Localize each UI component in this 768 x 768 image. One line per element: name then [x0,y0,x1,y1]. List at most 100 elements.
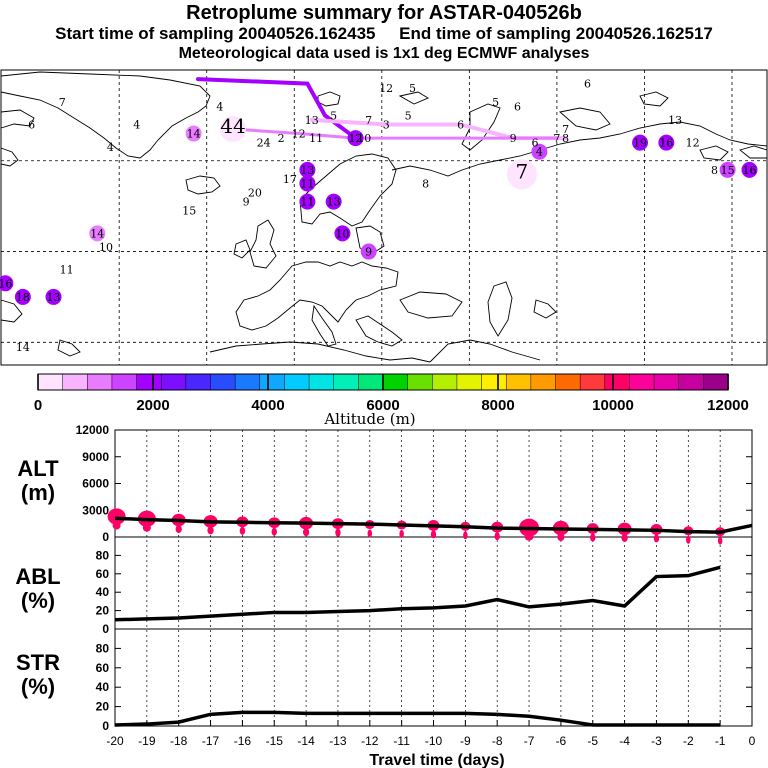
str-ytick-label: 60 [96,661,110,675]
str-ytick-label: 20 [96,700,110,714]
alt-axis-title-line2: (m) [21,480,55,505]
coast-balkans-greece [355,315,403,347]
plume-centroid-marker [531,143,548,160]
start-time-label: Start time of sampling [55,24,234,43]
alt-point-spread [335,528,341,537]
plume-centroid-marker [632,134,649,151]
colorbar-cell [653,373,680,391]
plume-day-label: 7 [516,159,529,183]
str-axis-title-line2: (%) [21,674,55,699]
plume-day-label: 13 [668,114,682,127]
plume-day-label: 11 [300,196,314,209]
colorbar-ticks: 0 2000 4000 6000 8000 10000 12000 [34,374,749,414]
coast-franz-josef [398,91,429,105]
abl-ytick-label: 80 [96,548,110,562]
plume-centroid-marker [360,243,377,260]
end-time-label: End time of sampling [399,24,572,43]
plume-day-label: 9 [243,196,250,209]
plume-day-label: 11 [300,177,314,190]
coast-baffin [0,147,19,167]
plume-day-label: 4 [216,100,223,113]
map-panel: 7644144444242131211512107312556946787566… [0,69,768,366]
x-tick-label: -6 [556,734,567,748]
colorbar-cell [259,373,286,391]
alt-ytick-label: 6000 [82,477,109,491]
colorbar-tick-label: 4000 [251,397,284,414]
colorbar-cell [703,373,729,391]
alt-point-spread [207,526,214,535]
plume-day-label: 11 [309,132,323,145]
str-ytick-label: 80 [96,641,110,655]
alt-mean-line [114,516,753,534]
x-tick-label: -11 [393,734,410,748]
colorbar-cell [481,373,507,391]
x-tick-label: -20 [106,734,124,748]
colorbar-tick-label: 6000 [366,397,399,414]
panels-vertical-gridlines [146,430,721,726]
plume-centroid-marker [219,116,246,142]
plume-day-label: 12 [379,82,393,95]
plume-day-label: 17 [283,173,297,186]
coast-ireland [233,239,251,259]
plume-day-label: 12 [349,132,363,145]
plume-day-label: 5 [330,109,337,122]
str-panel: 0 20 40 60 80 [96,641,752,733]
x-tick-label: -7 [524,734,535,748]
plume-day-label: 13 [305,114,319,127]
colorbar-cell [333,373,360,391]
plume-centroid-marker [89,225,106,242]
alt-point-spread [430,530,437,539]
plume-day-label: 14 [187,128,201,141]
plume-day-label: 9 [365,246,372,259]
colorbar-cell [432,373,458,391]
abl-panel: 0 20 40 60 80 [96,548,752,636]
alt-point-spread [302,528,310,537]
plume-day-label: 5 [405,109,412,122]
plume-day-label: 20 [248,187,262,200]
colorbar-cell [136,373,162,391]
x-tick-label: 0 [749,734,756,748]
colorbar-cell [62,373,88,391]
str-line [114,710,721,727]
alt-point-spread [239,526,246,535]
plume-track-main [195,77,358,141]
x-tick-label: -2 [683,734,694,748]
alt-point-spread [142,523,151,532]
plume-day-label: 16 [0,277,12,290]
x-tick-label: -19 [138,734,156,748]
abl-ytick-label: 0 [102,622,109,636]
plume-day-label: 7 [59,96,66,109]
plume-day-label: 18 [16,291,30,304]
coast-finland-baltic [355,225,385,255]
colorbar-cell [210,373,236,391]
plume-day-label: 19 [633,137,647,150]
alt-point-spread [494,532,500,541]
colorbar-cell [382,373,409,391]
plume-day-label: 24 [257,137,271,150]
plume-day-label: 13 [300,164,314,177]
plume-day-label: 5 [409,82,416,95]
plume-day-label: 6 [532,137,539,150]
coast-continental-europe [235,261,399,331]
colorbar-cell [407,373,433,391]
x-axis-label: Travel time (days) [369,752,504,768]
alt-point-spread [621,533,628,542]
colorbar-cell [629,373,655,391]
colorbar-cell [111,373,138,391]
coast-iceland [185,175,221,195]
plume-day-label: 8 [562,132,569,145]
coast-new-siberian [699,145,729,161]
coast-black-sea [399,291,463,319]
plume-day-label: 15 [182,205,196,218]
alt-point-spread [112,521,121,530]
colorbar-cell [87,373,113,391]
plume-day-label: 2 [278,132,285,145]
coast-caspian [487,281,513,337]
x-tick-label: -12 [361,734,379,748]
alt-ytick-label: 0 [102,530,109,544]
alt-point [107,508,126,525]
x-tick-label: -13 [329,734,347,748]
plume-centroid-marker [45,288,62,305]
coast-newfoundland [57,339,81,357]
colorbar-cell [284,373,310,391]
